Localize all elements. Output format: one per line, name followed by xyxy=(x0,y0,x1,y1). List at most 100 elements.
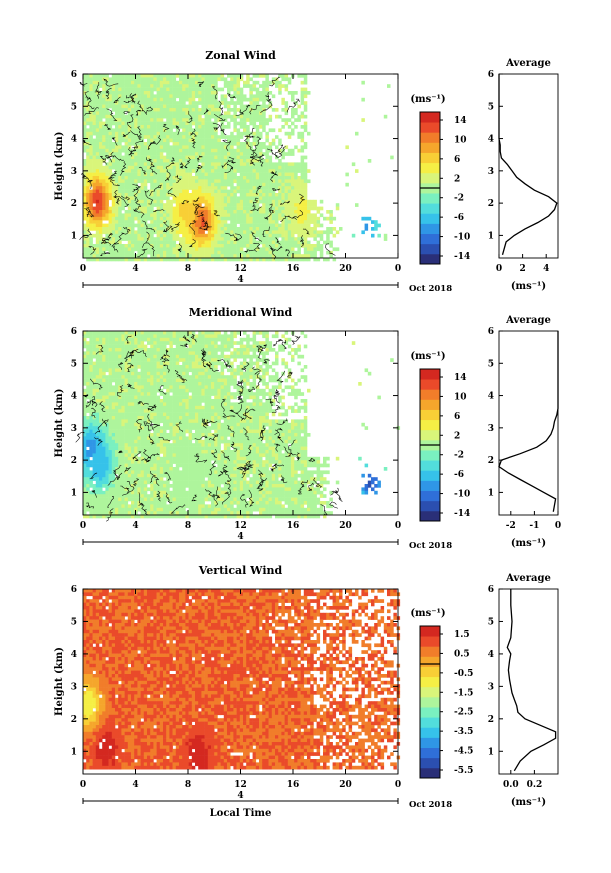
heatmap-cell xyxy=(259,125,263,129)
heatmap-cell xyxy=(99,189,103,194)
heatmap-cell xyxy=(118,84,122,88)
heatmap-cell xyxy=(86,456,90,461)
heatmap-cell xyxy=(95,477,100,481)
heatmap-cell xyxy=(246,162,250,167)
heatmap-cell xyxy=(83,480,87,485)
heatmap-cell xyxy=(185,213,189,218)
heatmap-cell xyxy=(156,152,161,156)
heatmap-cell xyxy=(291,114,295,119)
heatmap-cell xyxy=(108,450,113,454)
heatmap-cell xyxy=(95,91,100,95)
heatmap-cell xyxy=(287,247,292,252)
heatmap-cell xyxy=(166,182,170,187)
heatmap-cell xyxy=(108,179,113,184)
heatmap-cell xyxy=(166,84,170,88)
heatmap-cell xyxy=(137,131,141,136)
heatmap-cell xyxy=(115,470,119,475)
heatmap-cell xyxy=(185,172,189,177)
heatmap-cell xyxy=(124,456,129,461)
heatmap-cell xyxy=(195,94,199,99)
heatmap-cell xyxy=(118,484,122,488)
heatmap-cell xyxy=(172,74,177,78)
heatmap-cell xyxy=(188,240,193,245)
heatmap-cell xyxy=(230,199,234,204)
heatmap-cell xyxy=(220,148,225,153)
heatmap-cell xyxy=(217,240,221,245)
heatmap-cell xyxy=(291,240,295,245)
heatmap-cell xyxy=(265,172,269,177)
heatmap-cell xyxy=(127,172,132,177)
heatmap-cell xyxy=(252,223,257,228)
heatmap-cell xyxy=(297,233,301,238)
heatmap-cell xyxy=(108,385,113,390)
heatmap-cell xyxy=(262,196,266,201)
y-tick-label: 4 xyxy=(71,135,77,145)
heatmap-cell xyxy=(243,104,247,109)
heatmap-cell xyxy=(246,128,250,133)
heatmap-cell xyxy=(143,237,148,241)
heatmap-cell xyxy=(300,210,305,214)
heatmap-cell xyxy=(99,395,103,400)
heatmap-cell xyxy=(185,199,189,204)
heatmap-cell xyxy=(143,385,148,390)
heatmap-cell xyxy=(223,237,228,241)
heatmap-cell xyxy=(118,494,122,498)
heatmap-cell xyxy=(95,97,100,102)
heatmap-cell xyxy=(201,220,205,224)
heatmap-cell xyxy=(86,477,90,481)
heatmap-cell xyxy=(140,74,145,78)
heatmap-cell xyxy=(195,213,199,218)
heatmap-cell xyxy=(131,216,135,221)
heatmap-cell xyxy=(188,121,193,126)
heatmap-cell xyxy=(246,210,250,214)
heatmap-cell xyxy=(159,186,164,190)
heatmap-cell xyxy=(137,104,141,109)
heatmap-cell xyxy=(89,159,93,163)
heatmap-cell xyxy=(124,433,129,437)
heatmap-cell xyxy=(111,341,116,345)
heatmap-cell xyxy=(147,429,151,434)
heatmap-cell xyxy=(143,145,148,150)
heatmap-cell xyxy=(124,165,129,170)
heatmap-cell xyxy=(211,223,215,228)
heatmap-cell xyxy=(134,223,138,228)
heatmap-cell xyxy=(182,203,186,207)
heatmap-cell xyxy=(156,210,161,214)
heatmap-cell xyxy=(89,511,93,515)
heatmap-cell xyxy=(175,186,180,190)
heatmap-cell xyxy=(121,511,125,515)
heatmap-cell xyxy=(223,145,228,150)
heatmap-cell xyxy=(201,247,205,252)
heatmap-cell xyxy=(249,213,253,218)
heatmap-cell xyxy=(118,216,122,221)
heatmap-cell xyxy=(102,203,106,207)
contour-line xyxy=(79,81,88,87)
heatmap-cell xyxy=(300,148,305,153)
heatmap-cell xyxy=(105,172,109,177)
heatmap-cell xyxy=(252,125,257,129)
heatmap-cell xyxy=(236,128,241,133)
heatmap-cell xyxy=(102,382,106,386)
heatmap-cell xyxy=(137,142,141,146)
heatmap-cell xyxy=(220,227,225,231)
heatmap-cell xyxy=(249,240,253,245)
heatmap-cell xyxy=(223,101,228,105)
heatmap-cell xyxy=(118,375,122,379)
heatmap-cell xyxy=(140,203,145,207)
heatmap-cell xyxy=(284,145,289,150)
heatmap-cell xyxy=(297,169,301,173)
average-frame xyxy=(498,73,559,259)
heatmap-cell xyxy=(169,94,173,99)
heatmap-cell xyxy=(118,453,122,458)
heatmap-cell xyxy=(169,80,173,85)
heatmap-cell xyxy=(137,385,141,390)
heatmap-cell xyxy=(102,426,106,430)
heatmap-cell xyxy=(131,385,135,390)
heatmap-cell xyxy=(166,114,170,119)
heatmap-cell xyxy=(287,131,292,136)
heatmap-cell xyxy=(105,145,109,150)
heatmap-cell xyxy=(307,213,311,218)
heatmap-cell xyxy=(105,257,109,262)
heatmap-cell xyxy=(243,118,247,122)
heatmap-cell xyxy=(92,368,97,373)
